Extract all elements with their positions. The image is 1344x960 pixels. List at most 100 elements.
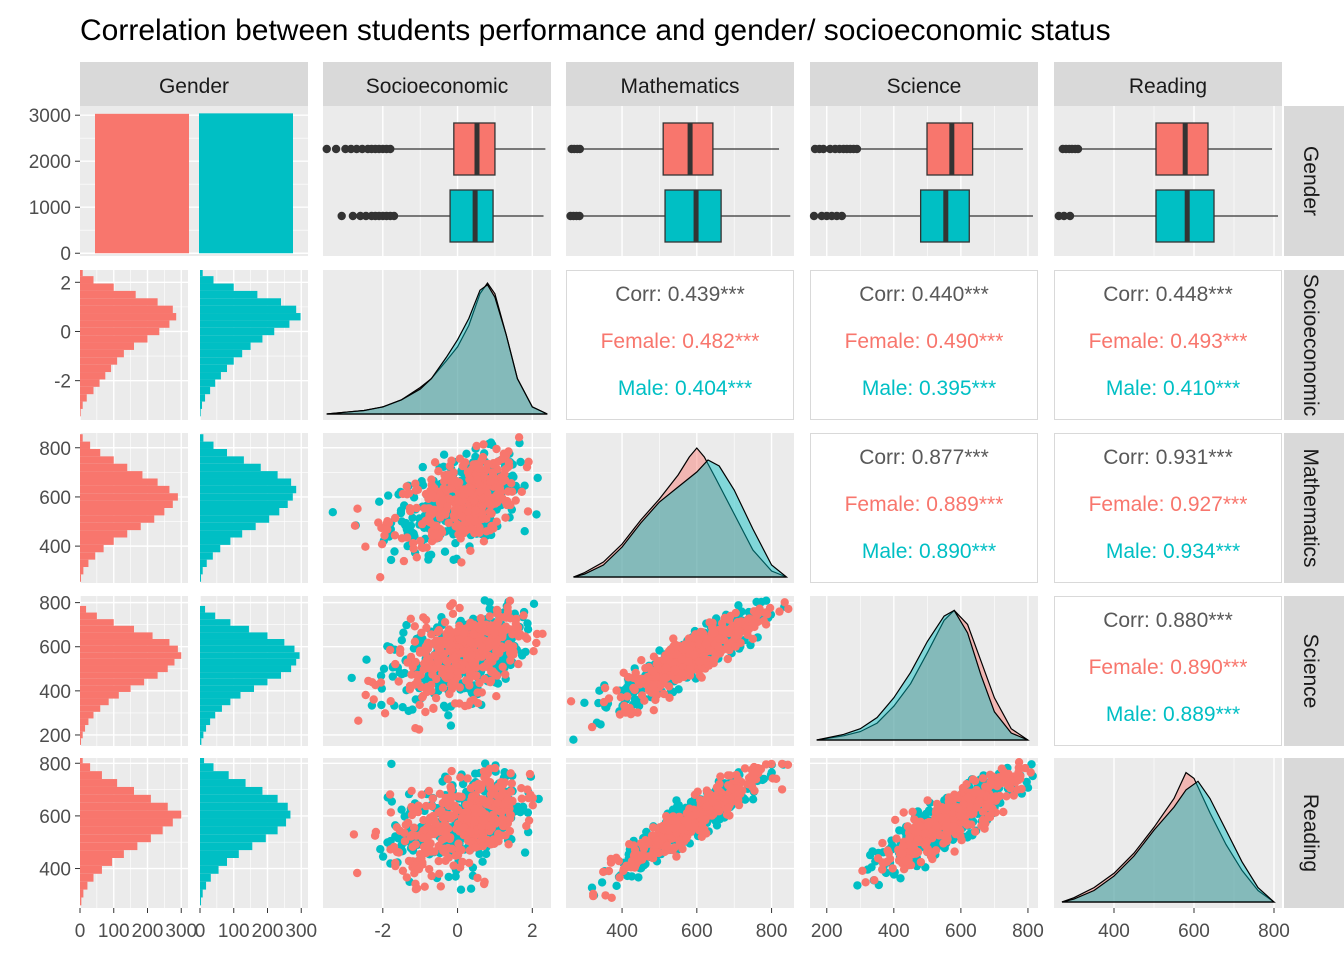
- x-tick-label: 800: [1012, 921, 1044, 942]
- scatter-point: [1002, 792, 1011, 801]
- hist-bar: [200, 401, 203, 409]
- scatter-point: [445, 671, 455, 680]
- scatter-point: [417, 682, 426, 692]
- scatter-point: [866, 850, 875, 860]
- box-male: [664, 189, 722, 243]
- hist-bar: [80, 678, 145, 686]
- scatter-point: [377, 700, 386, 710]
- scatter-point: [455, 635, 465, 644]
- scatter-point: [767, 759, 776, 769]
- corr-overall: Corr: 0.877***: [859, 446, 989, 469]
- scatter-point: [437, 528, 447, 537]
- scatter-point: [503, 487, 513, 496]
- scatter-point: [693, 787, 702, 796]
- density-female: [573, 447, 787, 578]
- scatter-point: [971, 827, 980, 836]
- bar-male: [199, 113, 293, 254]
- scatter-point: [409, 544, 418, 553]
- scatter-point: [716, 772, 725, 781]
- scatter-point: [759, 616, 768, 626]
- chart-title: Correlation between students performance…: [80, 14, 1111, 47]
- scatter-point: [349, 830, 359, 839]
- scatter-point: [376, 671, 386, 680]
- scatter-point: [624, 673, 633, 682]
- scatter-point: [518, 802, 528, 811]
- hist-bar: [200, 850, 239, 858]
- hist-bar: [200, 842, 253, 851]
- scatter-point: [387, 797, 396, 806]
- hist-bar: [80, 758, 83, 764]
- scatter-point: [633, 708, 642, 717]
- scatter-point: [412, 553, 421, 562]
- scatter-point: [587, 722, 597, 732]
- scatter-point: [494, 829, 503, 838]
- panel-gender-socioeconomic: [323, 106, 551, 256]
- scatter-point: [397, 636, 406, 645]
- scatter-point: [514, 433, 524, 442]
- scatter-point: [630, 694, 639, 704]
- y-tick-label: 1000: [29, 198, 71, 219]
- scatter-point: [497, 455, 507, 464]
- scatter-point: [380, 709, 390, 718]
- hist-bar: [80, 559, 89, 568]
- scatter-point: [408, 662, 417, 672]
- hist-bar: [80, 779, 118, 787]
- scatter-point: [397, 805, 406, 814]
- scatter-point: [502, 500, 511, 510]
- scatter-point: [480, 626, 489, 636]
- corr-male: Male: 0.934***: [1106, 540, 1240, 563]
- y-tick-label: 3000: [29, 106, 71, 127]
- scatter-point: [620, 701, 629, 710]
- hist-bar: [200, 478, 292, 486]
- scatter-point: [480, 773, 489, 782]
- scatter-point: [444, 518, 453, 528]
- x-tick-label: 0: [75, 921, 86, 942]
- scatter-point: [1014, 758, 1024, 767]
- scatter-point: [725, 811, 734, 820]
- hist-bar: [200, 731, 204, 739]
- outlier-point: [819, 144, 828, 154]
- scatter-point: [533, 473, 542, 483]
- hist-bar: [200, 522, 256, 531]
- scatter-point: [427, 801, 437, 811]
- scatter-point: [504, 458, 513, 467]
- scatter-point: [752, 611, 761, 620]
- hist-bar: [80, 705, 101, 712]
- scatter-point: [390, 547, 399, 556]
- hist-bar: [80, 478, 158, 486]
- hist-bar: [80, 645, 178, 653]
- scatter-point: [364, 676, 373, 686]
- scatter-point: [751, 775, 761, 784]
- scatter-point: [911, 849, 921, 858]
- scatter-point: [353, 504, 362, 513]
- scatter-point: [450, 653, 459, 662]
- x-tick-label: 200: [132, 921, 164, 942]
- scatter-point: [385, 790, 395, 799]
- scatter-point: [870, 876, 879, 885]
- scatter-point: [450, 699, 460, 708]
- outlier-point: [575, 211, 584, 221]
- hist-bar: [200, 408, 201, 417]
- scatter-point: [520, 527, 529, 536]
- scatter-point: [427, 630, 436, 639]
- scatter-point: [399, 556, 409, 566]
- hist-bar: [200, 463, 261, 472]
- hist-bar: [200, 276, 214, 284]
- scatter-point: [455, 792, 464, 801]
- scatter-point: [506, 787, 516, 796]
- strip-top-gender: [80, 62, 308, 106]
- scatter-point: [619, 864, 628, 874]
- scatter-point: [1014, 775, 1023, 785]
- scatter-point: [723, 804, 732, 813]
- scatter-point: [396, 506, 406, 515]
- scatter-points: [328, 433, 542, 582]
- scatter-point: [447, 639, 456, 649]
- scatter-point: [514, 659, 523, 669]
- scatter-point: [479, 879, 489, 889]
- scatter-point: [916, 822, 925, 831]
- hist-bar: [80, 372, 106, 380]
- scatter-point: [433, 627, 443, 637]
- scatter-point: [411, 486, 420, 495]
- scatter-point: [895, 826, 904, 835]
- scatter-point: [472, 441, 481, 451]
